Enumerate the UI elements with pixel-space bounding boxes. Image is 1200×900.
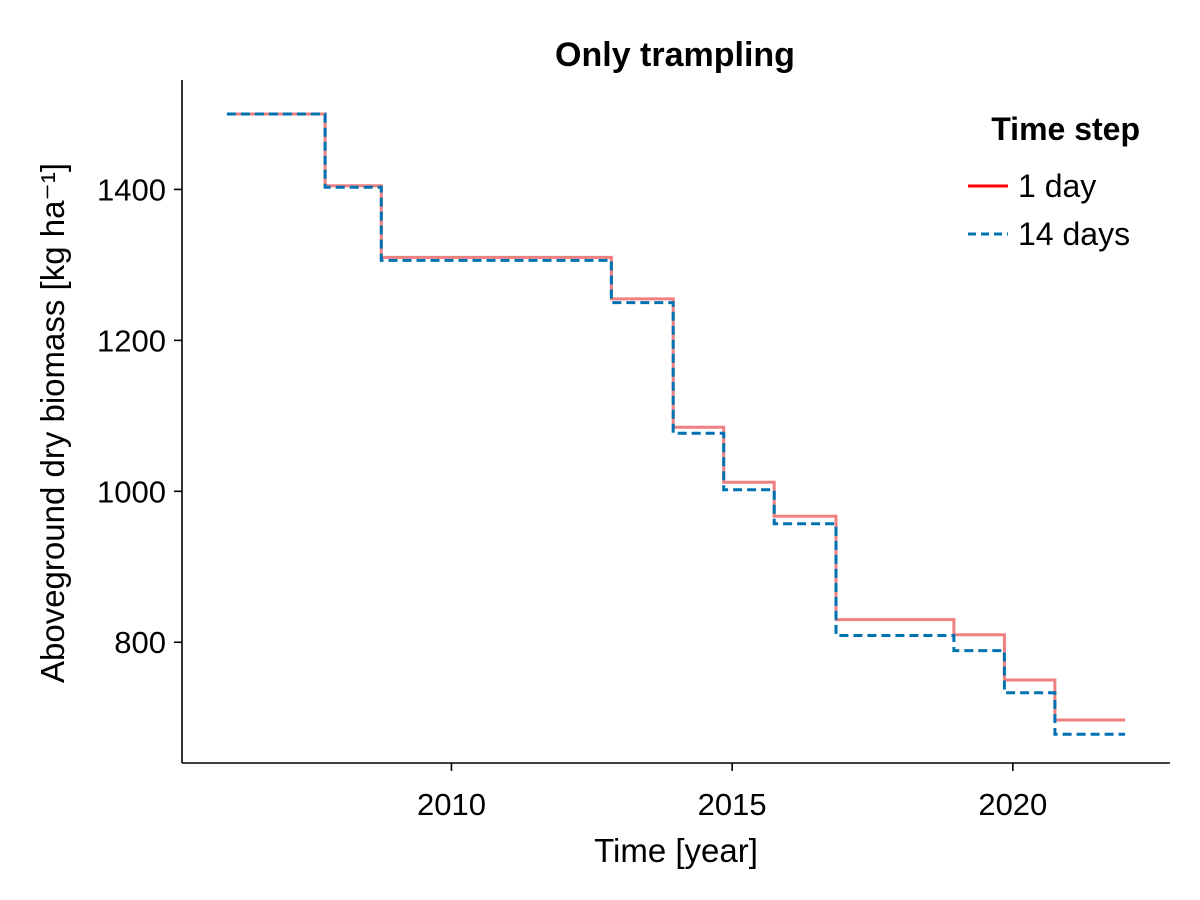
y-tick-label: 800 [114, 625, 166, 660]
y-tick-label: 1200 [97, 323, 166, 358]
x-tick-label: 2020 [978, 787, 1047, 822]
legend-label: 1 day [1018, 168, 1096, 204]
legend-entries: 1 day 14 days [968, 168, 1130, 252]
y-ticks: 800 1000 1200 1400 [97, 172, 182, 660]
series-line-dashed [226, 112, 1126, 736]
legend-title: Time step [991, 111, 1140, 147]
series-layer [226, 112, 1126, 736]
axes [181, 80, 1170, 764]
legend-label: 14 days [1018, 216, 1130, 252]
chart-title: Only trampling [555, 36, 795, 74]
x-axis-label: Time [year] [594, 832, 758, 869]
y-tick-label: 1400 [97, 172, 166, 207]
y-tick-label: 1000 [97, 474, 166, 509]
series-line-solid [226, 112, 1126, 722]
x-tick-label: 2010 [417, 787, 486, 822]
x-tick-label: 2015 [698, 787, 767, 822]
legend: Time step 1 day 14 days [968, 111, 1140, 252]
x-ticks: 2010 2015 2020 [417, 763, 1047, 822]
y-axis-label: Aboveground dry biomass [kg ha⁻¹] [34, 163, 71, 683]
